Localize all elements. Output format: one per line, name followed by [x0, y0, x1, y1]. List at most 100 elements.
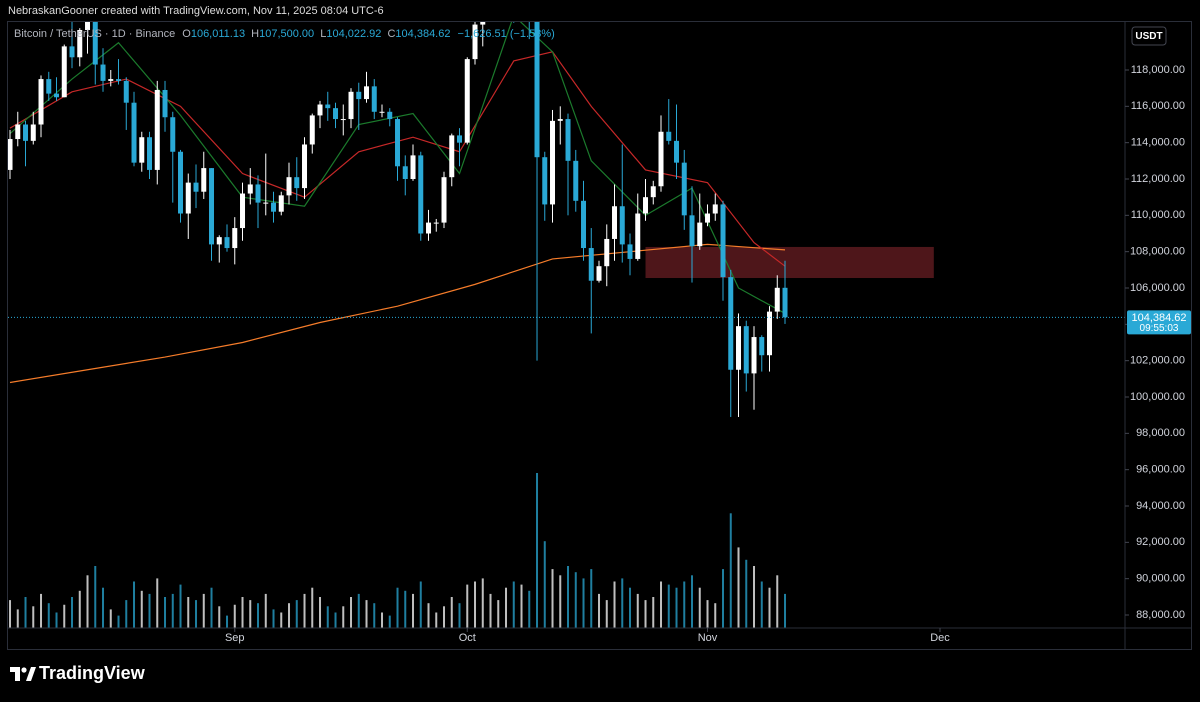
- candle-body: [588, 248, 594, 281]
- candle-body: [340, 119, 346, 121]
- volume-bar: [660, 581, 663, 628]
- volume-bar: [319, 597, 322, 628]
- y-tick-label: 100,000.00: [1130, 391, 1185, 403]
- candle-body: [116, 79, 122, 81]
- candle-body: [317, 104, 323, 116]
- y-tick-label: 102,000.00: [1130, 355, 1185, 367]
- candle-body: [139, 137, 145, 163]
- candle-body: [162, 89, 168, 118]
- candle-body: [387, 111, 393, 120]
- brand: TradingView: [39, 663, 146, 683]
- candle-body: [193, 182, 199, 192]
- volume-bar: [458, 603, 461, 628]
- volume-bar: [117, 615, 120, 628]
- ohlc-value: 106,011.13: [191, 28, 245, 40]
- volume-bar: [590, 569, 593, 628]
- y-tick-label: 96,000.00: [1136, 464, 1185, 476]
- volume-bar: [303, 593, 306, 628]
- volume-bar: [78, 590, 81, 628]
- candle-body: [418, 155, 424, 234]
- candle-body: [449, 135, 455, 178]
- volume-bar: [753, 566, 756, 628]
- candle-body: [604, 238, 610, 267]
- volume-bar: [326, 606, 329, 628]
- candle-body: [712, 204, 718, 214]
- candle-body: [30, 124, 36, 141]
- candle-body: [77, 30, 83, 58]
- volume-bar: [195, 600, 198, 628]
- volume-bar: [365, 600, 368, 628]
- candle-body: [480, 22, 486, 25]
- volume-bar: [760, 581, 763, 628]
- candle-body: [379, 111, 385, 113]
- candle-body: [147, 137, 153, 170]
- volume-bar: [295, 600, 298, 628]
- volume-bar: [683, 581, 686, 628]
- candle-body: [557, 119, 563, 121]
- volume-bar: [776, 575, 779, 628]
- volume-bar: [698, 587, 701, 628]
- candle-body: [154, 89, 160, 170]
- volume-bar: [133, 581, 136, 628]
- currency-label[interactable]: USDT: [1135, 31, 1162, 42]
- volume-bar: [543, 541, 546, 628]
- volume-bar: [636, 593, 639, 628]
- symbol: Bitcoin / TetherUS · 1D · Binance: [14, 28, 175, 40]
- volume-bar: [443, 606, 446, 628]
- volume-bar: [722, 569, 725, 628]
- candle-body: [46, 79, 52, 94]
- candle-body: [635, 213, 641, 259]
- candle-body: [325, 104, 331, 109]
- candle-body: [457, 135, 463, 143]
- volume-bar: [427, 603, 430, 628]
- volume-bar: [63, 604, 66, 628]
- candle-body: [681, 162, 687, 216]
- volume-bar: [226, 615, 229, 628]
- candle-body: [472, 24, 478, 60]
- y-tick-label: 88,000.00: [1136, 609, 1185, 621]
- volume-bar: [373, 603, 376, 628]
- volume-bar: [691, 575, 694, 628]
- candle-body: [720, 204, 726, 278]
- candle-body: [550, 120, 556, 205]
- candle-body: [410, 155, 416, 180]
- volume-bar: [574, 572, 577, 628]
- candle-body: [371, 86, 377, 112]
- candle-body: [534, 22, 540, 158]
- volume-bar: [404, 590, 407, 628]
- y-tick-label: 114,000.00: [1131, 137, 1185, 149]
- currency-button[interactable]: [1131, 26, 1167, 46]
- volume-bar: [140, 590, 143, 628]
- volume-bar: [505, 587, 508, 628]
- candle-body: [650, 186, 656, 198]
- volume-bar: [512, 581, 515, 628]
- volume-bar: [249, 600, 252, 628]
- candle-body: [705, 213, 711, 223]
- y-tick-label: 112,000.00: [1131, 173, 1185, 185]
- volume-bar: [357, 593, 360, 628]
- candle-body: [643, 197, 649, 214]
- x-tick-label: Nov: [698, 632, 718, 644]
- volume-bar: [536, 473, 539, 628]
- volume-bar: [233, 604, 236, 628]
- candle-body: [15, 124, 21, 140]
- volume-bar: [148, 593, 151, 628]
- candle-body: [69, 46, 75, 58]
- moving-average: [9, 22, 786, 314]
- candle-body: [240, 193, 246, 229]
- volume-bar: [16, 609, 19, 628]
- candle-body: [216, 237, 222, 245]
- volume-bar: [179, 584, 182, 628]
- volume-bar: [419, 581, 422, 628]
- volume-bar: [667, 584, 670, 628]
- ohlc-value: 104,384.62: [395, 28, 450, 40]
- candle-body: [441, 177, 447, 223]
- volume-bar: [729, 513, 732, 628]
- y-tick-label: 92,000.00: [1136, 536, 1185, 548]
- volume-bar: [311, 587, 314, 628]
- candle-body: [728, 277, 734, 370]
- volume-bar: [109, 609, 112, 628]
- volume-bar: [280, 612, 283, 628]
- volume-bar: [40, 593, 43, 628]
- candle-body: [302, 144, 308, 189]
